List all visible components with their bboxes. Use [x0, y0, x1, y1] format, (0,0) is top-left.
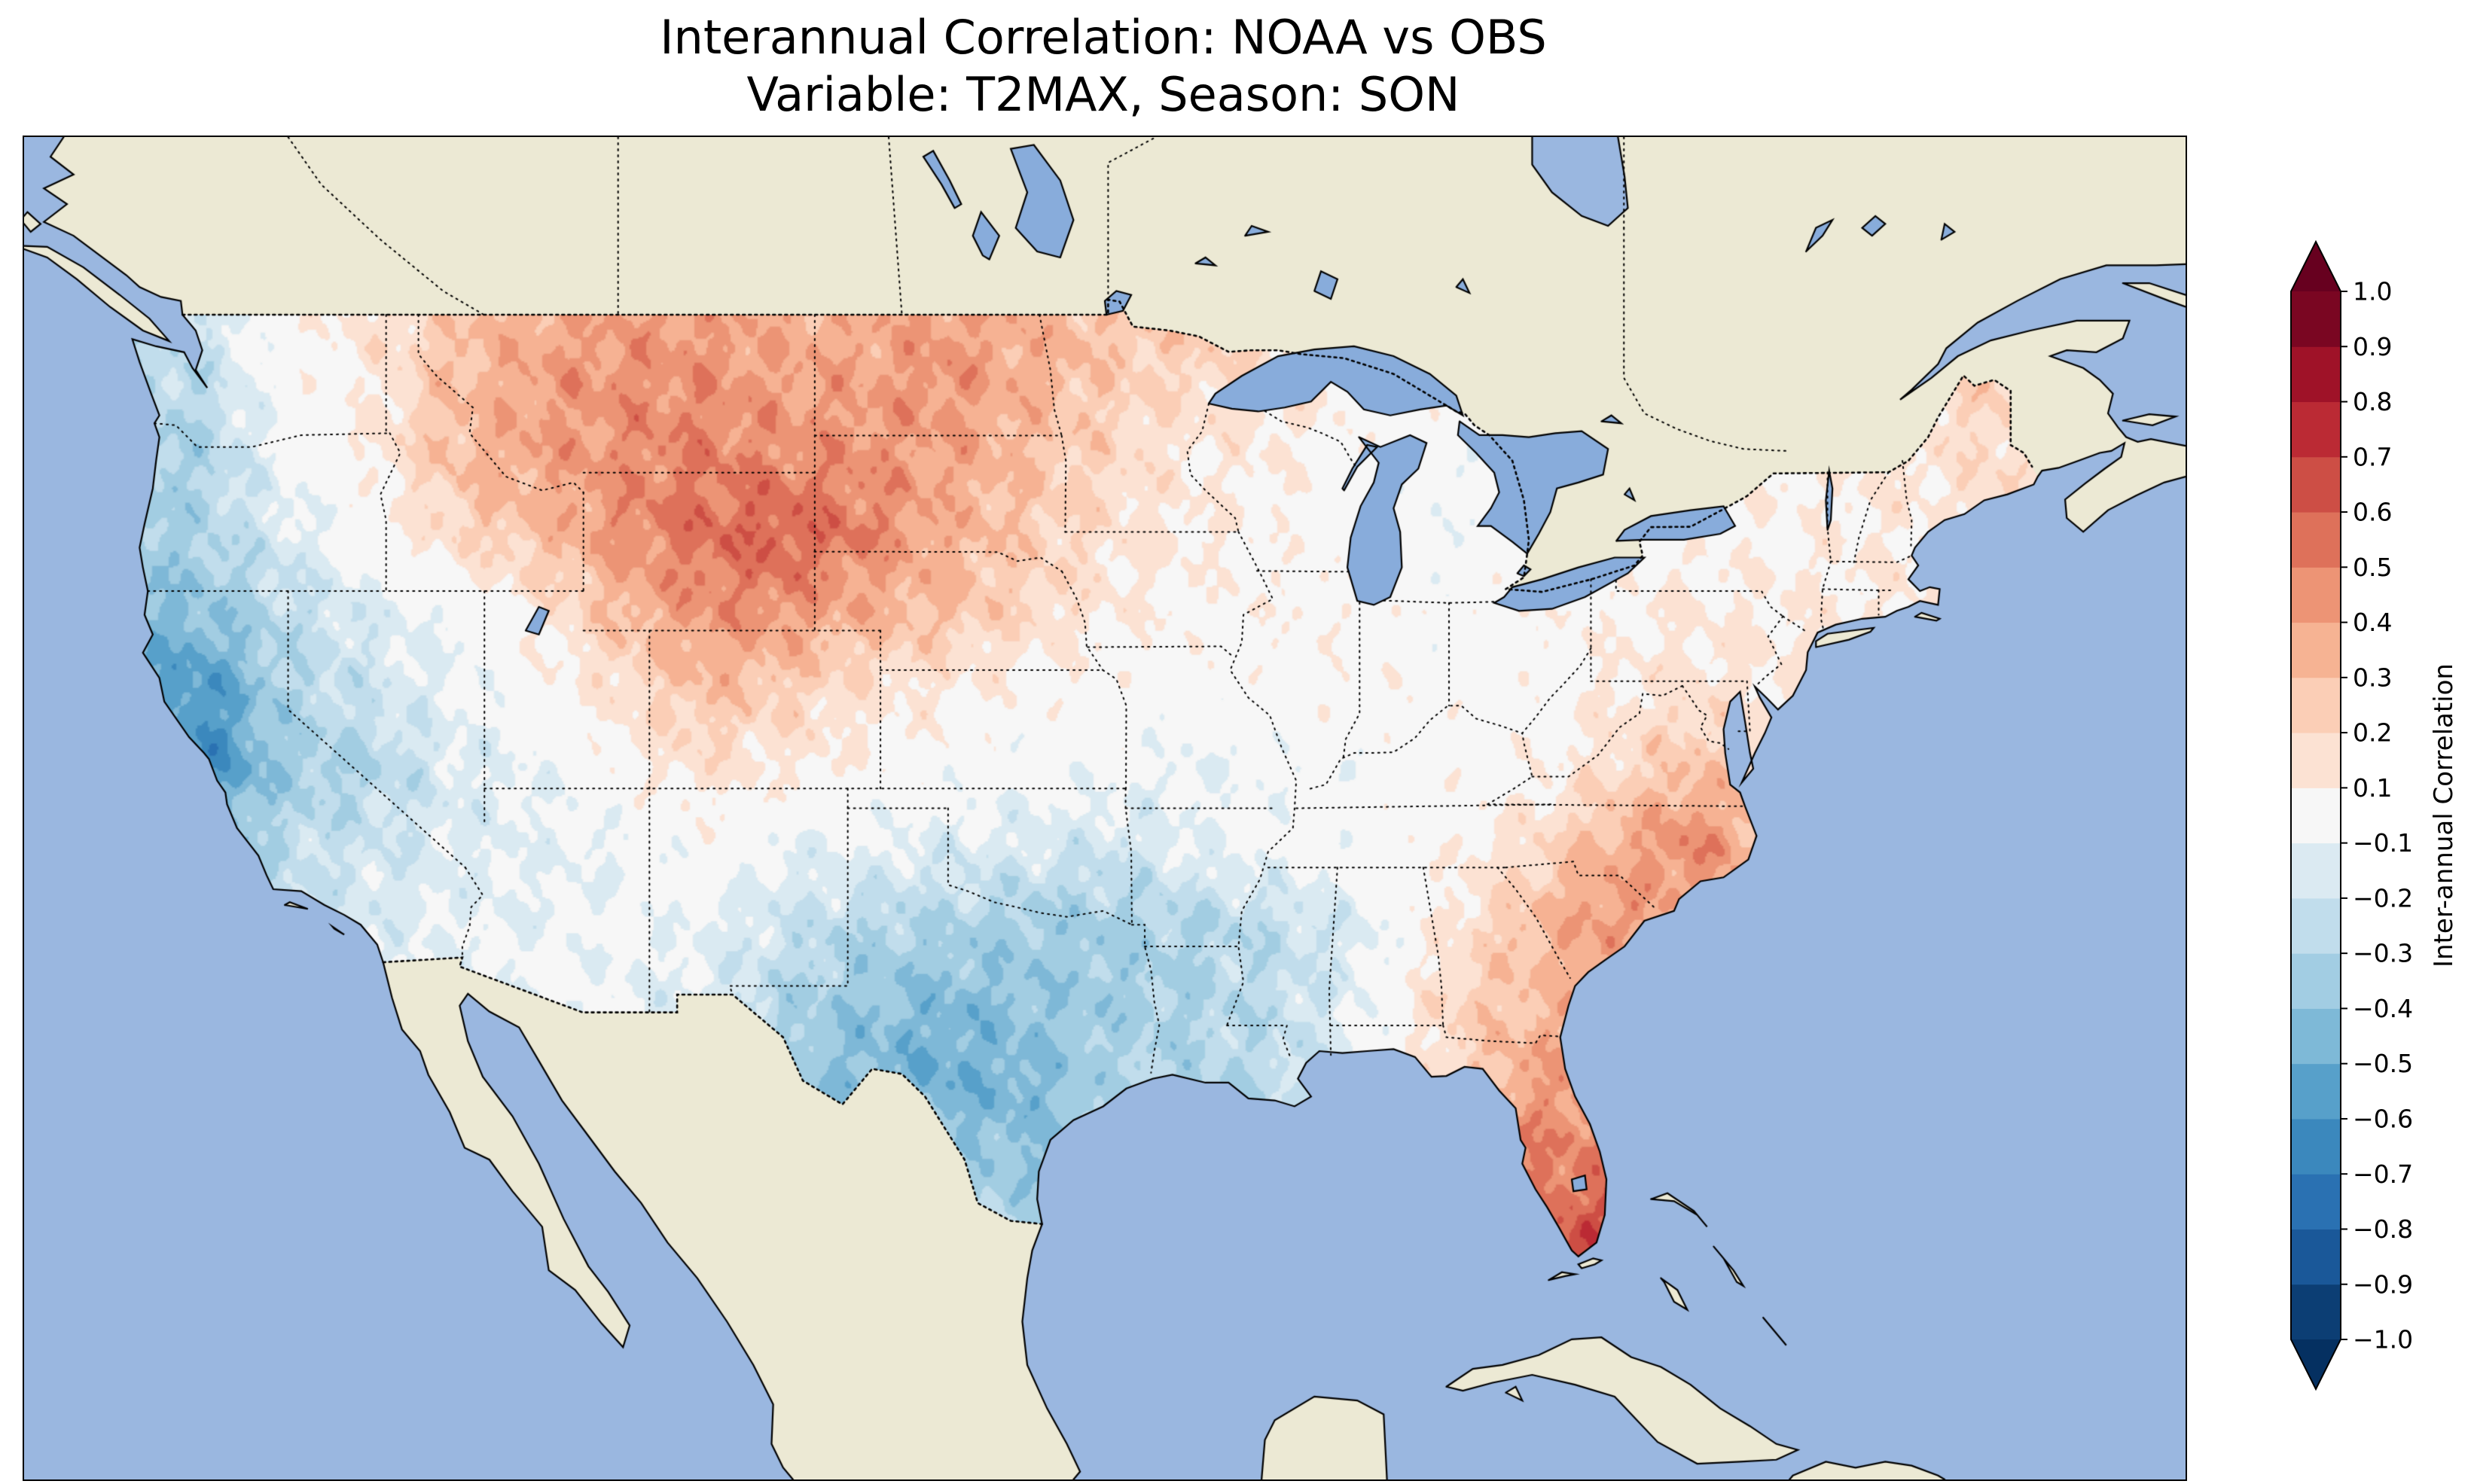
- map-panel: [23, 136, 2187, 1481]
- colorbar-bin: [2291, 1063, 2341, 1120]
- colorbar-bin: [2291, 346, 2341, 403]
- colorbar-bin: [2291, 952, 2341, 1009]
- colorbar-bin: [2291, 732, 2341, 788]
- colorbar-bin: [2291, 897, 2341, 954]
- colorbar-tick-label: −0.7: [2353, 1159, 2413, 1189]
- colorbar-tick-label: 0.7: [2353, 442, 2392, 471]
- colorbar-tick-label: 0.3: [2353, 663, 2392, 692]
- colorbar-bin: [2291, 843, 2341, 899]
- colorbar-tick-label: −0.9: [2353, 1269, 2413, 1299]
- colorbar-label: Inter-annual Correlation: [2429, 663, 2459, 967]
- colorbar-bin: [2291, 1228, 2341, 1285]
- colorbar-bin: [2291, 787, 2341, 844]
- colorbar-tick-label: −0.1: [2353, 828, 2413, 858]
- colorbar-bin: [2291, 1118, 2341, 1175]
- colorbar-tick-label: −1.0: [2353, 1325, 2413, 1354]
- colorbar-gradient: 1.0 0.9 0.8 0.7 0.6 0.5 0.4 0.3 0.2 0.1 −0.1 −0.2 −0…: [2290, 239, 2413, 1391]
- colorbar-bin: [2291, 291, 2341, 347]
- colorbar: 1.0 0.9 0.8 0.7 0.6 0.5 0.4 0.3 0.2 0.1 −0.1 −0.2 −0…: [2289, 239, 2474, 1396]
- colorbar-tick-label: −0.4: [2353, 994, 2413, 1023]
- figure-title: Interannual Correlation: NOAA vs OBS Var…: [23, 9, 2184, 123]
- colorbar-bin: [2291, 1007, 2341, 1065]
- colorbar-bin: [2291, 401, 2341, 458]
- colorbar-extend-max: [2291, 242, 2341, 291]
- colorbar-tick-label: −0.8: [2353, 1214, 2413, 1244]
- colorbar-tick-label: 0.1: [2353, 773, 2392, 803]
- colorbar-tick-label: 0.8: [2353, 387, 2392, 416]
- colorbar-bin: [2291, 1284, 2341, 1340]
- colorbar-tick-label: −0.6: [2353, 1104, 2413, 1133]
- title-line1: Interannual Correlation: NOAA vs OBS: [660, 10, 1547, 65]
- colorbar-tick-label: −0.3: [2353, 939, 2413, 968]
- colorbar-bin: [2291, 511, 2341, 568]
- colorbar-tick-label: −0.5: [2353, 1049, 2413, 1078]
- colorbar-bin: [2291, 1173, 2341, 1230]
- colorbar-tick-label: 0.5: [2353, 553, 2392, 582]
- colorbar-tick-label: 0.2: [2353, 718, 2392, 748]
- colorbar-bin: [2291, 456, 2341, 513]
- colorbar-tick-label: 0.9: [2353, 332, 2392, 361]
- colorbar-bin: [2291, 566, 2341, 623]
- colorbar-bin: [2291, 622, 2341, 678]
- colorbar-tick-label: 0.6: [2353, 498, 2392, 527]
- colorbar-tick-label: 1.0: [2353, 277, 2392, 306]
- colorbar-bin: [2291, 677, 2341, 733]
- colorbar-extend-min: [2291, 1339, 2341, 1389]
- us-correlation-map: [24, 137, 2186, 1479]
- title-line2: Variable: T2MAX, Season: SON: [746, 66, 1460, 122]
- colorbar-tick-label: −0.2: [2353, 883, 2413, 913]
- colorbar-tick-label: 0.4: [2353, 608, 2392, 637]
